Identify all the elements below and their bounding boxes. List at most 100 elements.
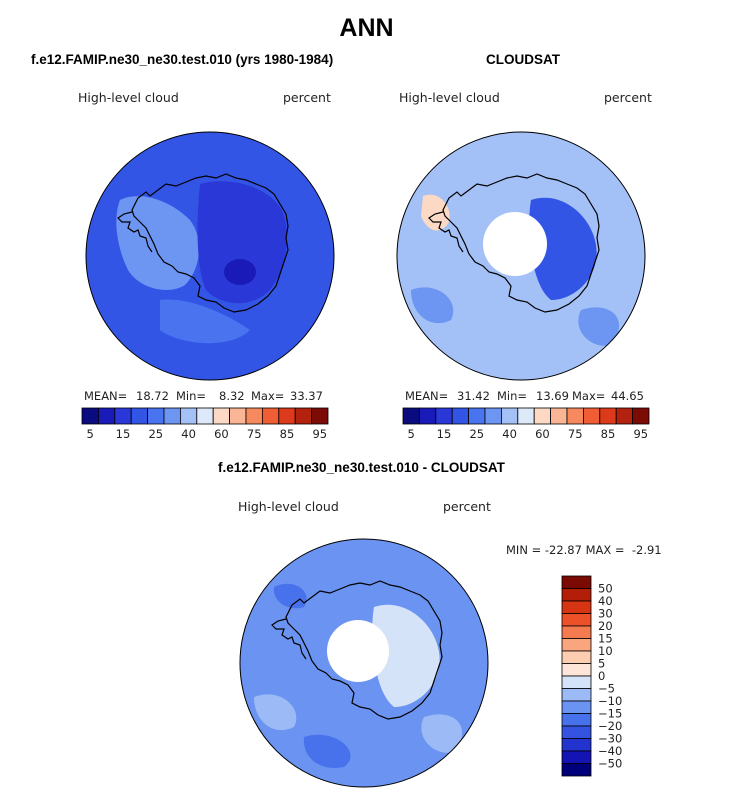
panel-1-units-label: percent	[283, 90, 331, 105]
colorbar-swatch	[599, 407, 617, 425]
colorbar-tick-label: −50	[598, 757, 622, 771]
colorbar-tick-label: 60	[535, 427, 550, 441]
colorbar-swatch	[179, 407, 198, 425]
panel-1-min-label: Min=	[176, 389, 207, 403]
map-patch-strong	[303, 734, 351, 768]
panel-2-title: CLOUDSAT	[486, 52, 560, 67]
colorbar-swatch	[196, 407, 214, 425]
colorbar-tick-label: 75	[247, 427, 262, 441]
colorbar-swatch	[561, 750, 592, 764]
colorbar-swatch	[561, 625, 592, 639]
colorbar-swatch	[278, 407, 296, 425]
colorbar-swatch	[561, 700, 592, 714]
panel-2-mean-label: MEAN=	[405, 389, 449, 403]
panel-1-mean-value: 18.72	[136, 389, 169, 403]
colorbar-tick-label: 30	[598, 607, 613, 621]
panel-3-minmax-text: MIN = -22.87 MAX = -2.91	[506, 543, 662, 557]
colorbar-tick-label: 0	[598, 669, 605, 683]
map-region-peninsula	[421, 194, 450, 231]
colorbar-tick-label: 5	[598, 657, 605, 671]
colorbar-swatch	[114, 407, 132, 425]
colorbar-swatch	[98, 407, 116, 425]
colorbar-tick-label: −15	[598, 707, 622, 721]
map-region-ross	[160, 299, 250, 344]
colorbar-swatch	[130, 407, 148, 425]
colorbar-tick-label: 95	[633, 427, 648, 441]
colorbar-swatch	[550, 407, 568, 425]
colorbar-swatch	[583, 407, 601, 425]
panel-1-max-label: Max=	[251, 389, 285, 403]
colorbar-tick-label: 5	[87, 427, 94, 441]
peninsula-outline	[117, 211, 153, 253]
colorbar-tick-label: 15	[437, 427, 452, 441]
map-region-east-antarctica	[372, 604, 440, 707]
colorbar-tick-label: 85	[280, 427, 295, 441]
colorbar-tick-label: 85	[601, 427, 616, 441]
colorbar-swatch	[435, 407, 453, 425]
colorbar-swatch	[561, 738, 592, 752]
colorbar-swatch	[533, 407, 552, 425]
colorbar-tick-label: 40	[181, 427, 196, 441]
colorbar-tick-label: −40	[598, 744, 622, 758]
colorbar-tick-label: −10	[598, 694, 622, 708]
figure-title: ANN	[339, 14, 394, 42]
colorbar-tick-label: 5	[408, 427, 415, 441]
map-panel-3	[240, 539, 488, 787]
antarctica-outline	[285, 580, 443, 720]
colorbar-panel-2: 5 15 25 40 60 75 85 95	[402, 407, 650, 441]
colorbar-tick-label: 40	[598, 594, 613, 608]
map-patch-a	[254, 694, 297, 731]
colorbar-swatch	[468, 407, 486, 425]
colorbar-tick-label: 25	[469, 427, 484, 441]
colorbar-swatch	[561, 713, 592, 727]
colorbar-tick-label: 60	[214, 427, 229, 441]
colorbar-tick-label: 50	[598, 582, 613, 596]
colorbar-tick-label: −30	[598, 732, 622, 746]
map-panel-1	[86, 132, 334, 380]
panel-2-min-label: Min=	[497, 389, 528, 403]
colorbar-tick-label: 95	[312, 427, 327, 441]
panel-1-min-value: 8.32	[219, 389, 245, 403]
colorbar-tick-label: −5	[598, 682, 615, 696]
colorbar-swatch	[517, 407, 535, 425]
panel-2-mean-value: 31.42	[457, 389, 490, 403]
panel-2-units-label: percent	[604, 90, 652, 105]
colorbar-swatch	[632, 407, 650, 425]
colorbar-swatch	[561, 688, 592, 702]
panel-1-max-value: 33.37	[290, 389, 323, 403]
colorbar-swatch	[615, 407, 634, 425]
colorbar-tick-label: 15	[116, 427, 131, 441]
map-border	[239, 538, 489, 788]
colorbar-swatch	[484, 407, 502, 425]
panel-2-max-value: 44.65	[611, 389, 644, 403]
panel-2-min-value: 13.69	[536, 389, 569, 403]
colorbar-tick-label: 75	[568, 427, 583, 441]
map-no-data-hole	[327, 620, 389, 682]
map-patch-a	[411, 287, 454, 324]
map-no-data-hole	[483, 212, 547, 276]
colorbar-tick-label: −20	[598, 719, 622, 733]
map-border	[396, 131, 646, 381]
colorbar-swatch	[147, 407, 165, 425]
colorbar-tick-label: 15	[598, 632, 613, 646]
antarctica-outline	[442, 173, 600, 313]
colorbar-swatch	[561, 588, 592, 602]
colorbar-swatch	[561, 725, 592, 739]
colorbar-swatch	[261, 407, 280, 425]
panel-1-variable-label: High-level cloud	[78, 90, 179, 105]
colorbar-tick-label: 20	[598, 619, 613, 633]
colorbar-swatch	[212, 407, 230, 425]
panel-2-max-label: Max=	[572, 389, 606, 403]
map-panel-2	[397, 132, 645, 380]
colorbar-swatch	[294, 407, 313, 425]
map-region-plateau	[197, 181, 287, 304]
colorbar-swatch	[561, 638, 592, 652]
colorbar-tick-label: 25	[148, 427, 163, 441]
colorbar-swatch	[418, 407, 437, 425]
colorbar-swatch	[402, 407, 420, 425]
peninsula-outline	[271, 618, 307, 660]
colorbar-swatch	[245, 407, 263, 425]
panel-3-variable-label: High-level cloud	[238, 499, 339, 514]
